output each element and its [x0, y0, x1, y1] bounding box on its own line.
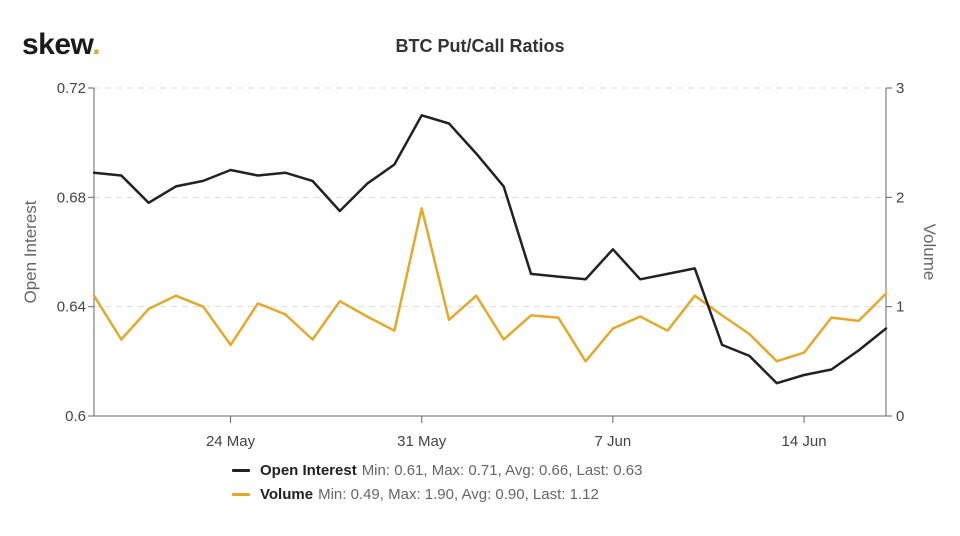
- y-left-tick-label: 0.72: [57, 80, 86, 97]
- legend-item-volume[interactable]: Volume Min: 0.49, Max: 1.90, Avg: 0.90, …: [232, 482, 642, 506]
- y-left-axis-title: Open Interest: [21, 200, 40, 303]
- legend-swatch-volume: [232, 492, 250, 496]
- legend-label-open-interest: Open Interest: [260, 461, 357, 479]
- y-left-tick-label: 0.6: [65, 408, 86, 425]
- series-line-open-interest: [92, 114, 888, 385]
- y-left-tick-label: 0.64: [57, 299, 86, 316]
- series-line-volume: [92, 207, 888, 363]
- y-right-tick-label: 0: [896, 408, 904, 425]
- y-right-tick-label: 2: [896, 189, 904, 206]
- legend-stats-open-interest: Min: 0.61, Max: 0.71, Avg: 0.66, Last: 0…: [361, 461, 643, 479]
- legend-label-volume: Volume: [260, 485, 314, 503]
- chart-title: BTC Put/Call Ratios: [395, 36, 565, 56]
- skew-logo: skew.: [22, 28, 101, 61]
- y-right-tick-label: 3: [896, 80, 904, 97]
- y-right-axis-title: Volume: [920, 224, 939, 281]
- legend-item-open-interest[interactable]: Open Interest Min: 0.61, Max: 0.71, Avg:…: [232, 458, 642, 482]
- y-left-tick-label: 0.68: [57, 189, 86, 206]
- legend-swatch-open-interest: [232, 468, 250, 472]
- legend: Open Interest Min: 0.61, Max: 0.71, Avg:…: [232, 458, 642, 506]
- y-right-tick-label: 1: [896, 299, 904, 316]
- x-tick-label: 31 May: [397, 433, 447, 450]
- x-tick-label: 14 Jun: [782, 433, 827, 450]
- x-tick-label: 7 Jun: [595, 433, 632, 450]
- x-tick-label: 24 May: [206, 433, 256, 450]
- legend-stats-volume: Min: 0.49, Max: 1.90, Avg: 0.90, Last: 1…: [318, 485, 599, 503]
